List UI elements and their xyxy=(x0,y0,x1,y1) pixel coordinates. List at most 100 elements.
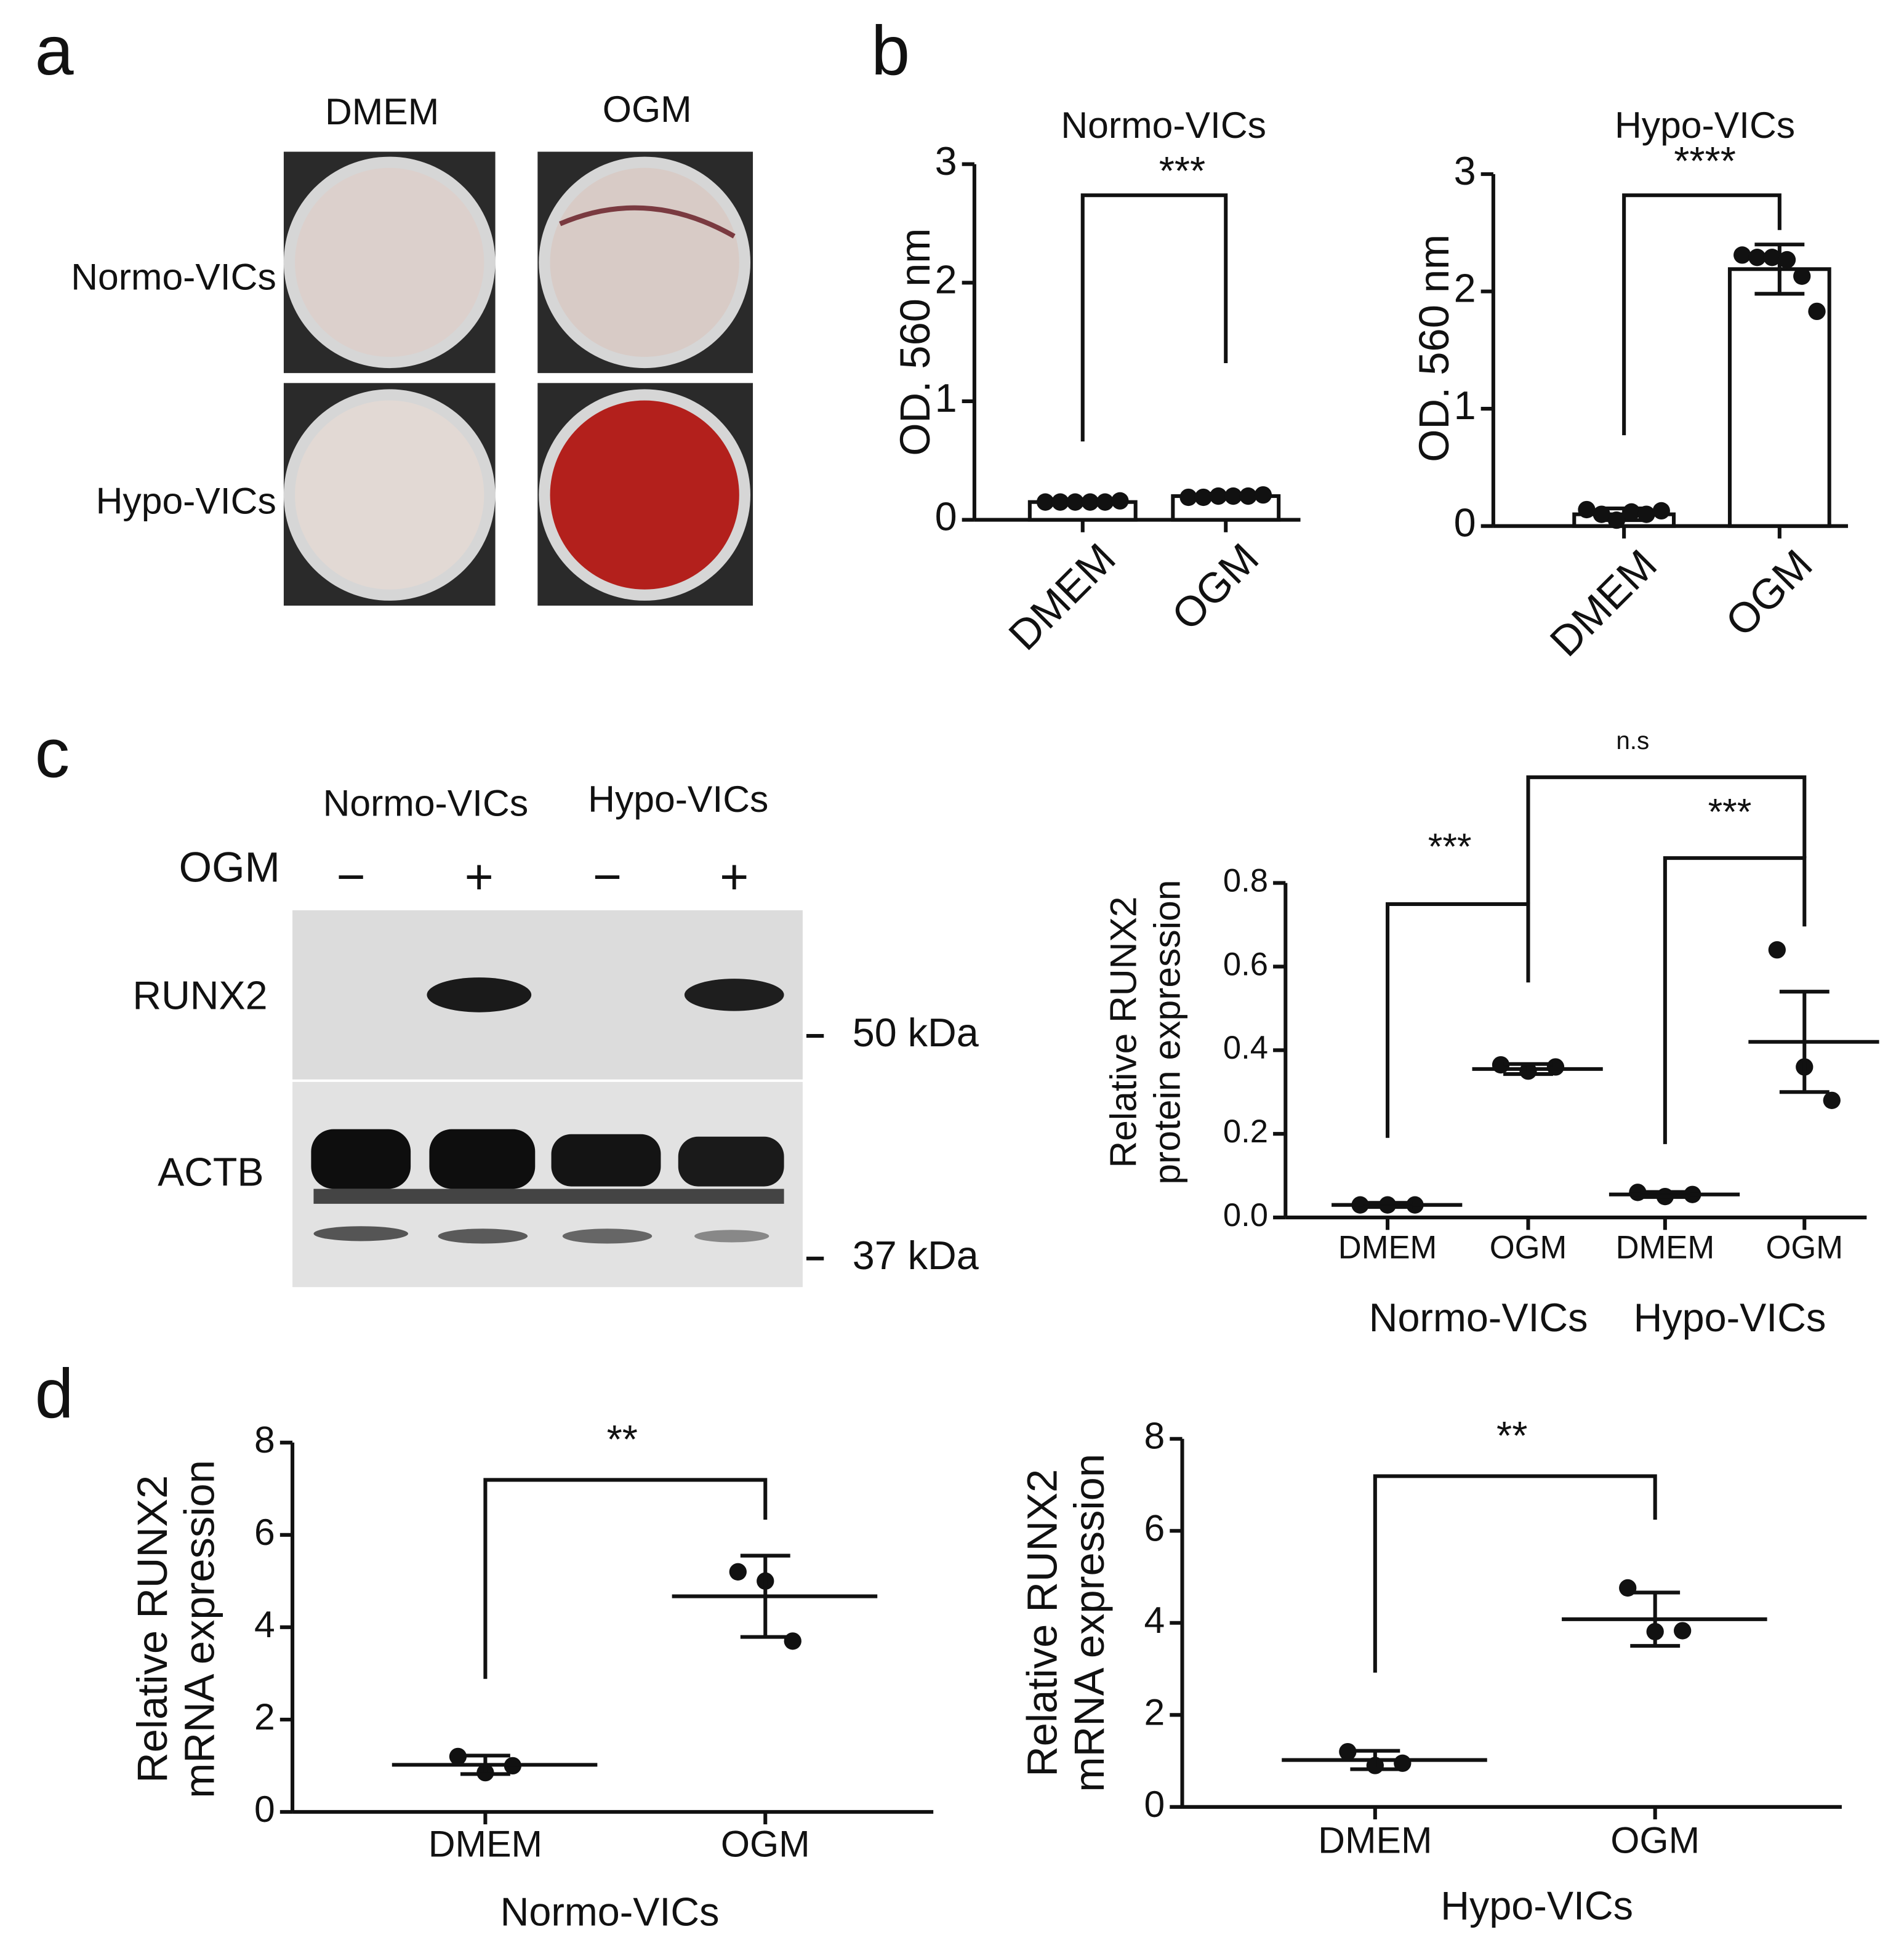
data-point xyxy=(1593,505,1610,523)
data-point xyxy=(1674,1622,1692,1640)
data-point xyxy=(449,1747,467,1766)
data-point xyxy=(1224,487,1242,505)
y-tick-label: 1 xyxy=(935,375,957,420)
lane-sign: + xyxy=(720,849,749,905)
data-point xyxy=(1578,500,1596,519)
data-point xyxy=(1239,487,1257,505)
data-point xyxy=(729,1563,747,1581)
significance-bracket xyxy=(1622,193,1781,436)
significance-label: *** xyxy=(1708,790,1752,832)
significance-bracket xyxy=(483,1478,768,1679)
data-point xyxy=(1623,503,1641,521)
y-axis-label: OD. 560 nm xyxy=(891,228,939,455)
band xyxy=(684,979,784,1011)
band xyxy=(678,1136,784,1187)
y-axis-label: protein expression xyxy=(1146,880,1187,1184)
chart-title: Hypo-VICs xyxy=(1615,104,1795,146)
data-point xyxy=(1111,492,1129,510)
y-tick-label: 0.4 xyxy=(1223,1030,1268,1066)
y-tick-label: 0 xyxy=(1454,500,1476,545)
data-point xyxy=(1763,249,1781,267)
chart-title: Normo-VICs xyxy=(1061,104,1266,146)
data-point xyxy=(1096,493,1114,511)
x-tick-label: OGM xyxy=(1490,1229,1567,1265)
row-label: Normo-VICs xyxy=(71,256,276,298)
data-point xyxy=(1179,488,1197,507)
significance-label: ** xyxy=(1496,1413,1527,1458)
band xyxy=(694,1230,769,1243)
data-point xyxy=(1194,488,1213,507)
panel-label: a xyxy=(35,12,74,89)
y-tick-label: 0 xyxy=(254,1788,275,1830)
y-tick-label: 6 xyxy=(1144,1507,1165,1549)
well-stain xyxy=(295,167,484,357)
column-label: DMEM xyxy=(325,90,439,132)
well-artifact xyxy=(559,205,736,239)
group-label: Normo-VICs xyxy=(323,782,529,824)
data-point xyxy=(1209,487,1227,505)
y-axis-label: OD. 560 nm xyxy=(1410,234,1458,462)
column-label: OGM xyxy=(603,88,692,130)
y-tick-label: 1 xyxy=(1454,383,1476,428)
y-tick-label: 3 xyxy=(1454,148,1476,193)
significance-bracket xyxy=(1080,193,1228,442)
significance-label: *** xyxy=(1428,825,1472,867)
y-axis-label: Relative RUNX2 xyxy=(1018,1469,1066,1777)
band xyxy=(427,977,532,1012)
data-point xyxy=(1607,511,1626,529)
y-tick-label: 2 xyxy=(1144,1691,1165,1733)
x-tick-label: OGM xyxy=(1766,1229,1844,1265)
marker-label: 50 kDa xyxy=(853,1010,979,1055)
x-axis-label: Hypo-VICs xyxy=(1440,1883,1633,1928)
group-label: Normo-VICs xyxy=(1369,1295,1588,1340)
y-tick-label: 2 xyxy=(935,257,957,302)
y-tick-label: 2 xyxy=(1454,266,1476,311)
y-tick-label: 6 xyxy=(254,1511,275,1553)
group-label: Hypo-VICs xyxy=(1634,1295,1826,1340)
y-tick-label: 3 xyxy=(935,138,957,183)
band xyxy=(311,1129,411,1189)
y-axis-label: Relative RUNX2 xyxy=(129,1475,176,1783)
data-point xyxy=(1823,1091,1841,1109)
y-tick-label: 0 xyxy=(1144,1783,1165,1825)
band xyxy=(438,1229,528,1244)
band xyxy=(313,1188,784,1204)
x-tick-label: DMEM xyxy=(1338,1229,1437,1265)
band xyxy=(551,1134,661,1187)
band xyxy=(313,1226,409,1241)
data-point xyxy=(1768,941,1786,959)
data-point xyxy=(1254,486,1272,504)
y-axis-label: mRNA expression xyxy=(176,1460,223,1798)
data-point xyxy=(1339,1742,1357,1761)
significance-label: *** xyxy=(1159,148,1206,193)
band xyxy=(562,1229,653,1244)
well-stain xyxy=(550,400,739,590)
significance-label: **** xyxy=(1674,138,1736,183)
well-stain xyxy=(295,400,484,590)
y-tick-label: 2 xyxy=(254,1696,275,1738)
significance-bracket xyxy=(1526,775,1807,904)
data-point xyxy=(1748,249,1766,267)
y-axis-label: mRNA expression xyxy=(1066,1454,1113,1792)
y-tick-label: 0.6 xyxy=(1223,946,1268,982)
data-point xyxy=(1051,493,1069,511)
panel-label: d xyxy=(35,1355,74,1432)
y-tick-label: 8 xyxy=(254,1419,275,1461)
x-tick-label: DMEM xyxy=(1616,1229,1715,1265)
data-point xyxy=(1778,251,1796,269)
lane-sign: + xyxy=(465,849,494,905)
y-tick-label: 0 xyxy=(935,494,957,539)
significance-label: n.s xyxy=(1616,726,1649,755)
x-axis-label: Normo-VICs xyxy=(500,1890,720,1934)
treatment-label: OGM xyxy=(179,844,280,891)
y-axis-label: Relative RUNX2 xyxy=(1103,896,1144,1168)
blot xyxy=(292,910,824,1288)
data-point xyxy=(1066,493,1084,511)
panel-label: b xyxy=(871,12,910,89)
x-tick-label: DMEM xyxy=(1318,1819,1432,1861)
group-label: Hypo-VICs xyxy=(588,778,768,820)
band xyxy=(429,1129,536,1189)
x-tick-label: DMEM xyxy=(428,1822,542,1864)
band-label: RUNX2 xyxy=(132,973,267,1018)
data-point xyxy=(1081,493,1099,511)
